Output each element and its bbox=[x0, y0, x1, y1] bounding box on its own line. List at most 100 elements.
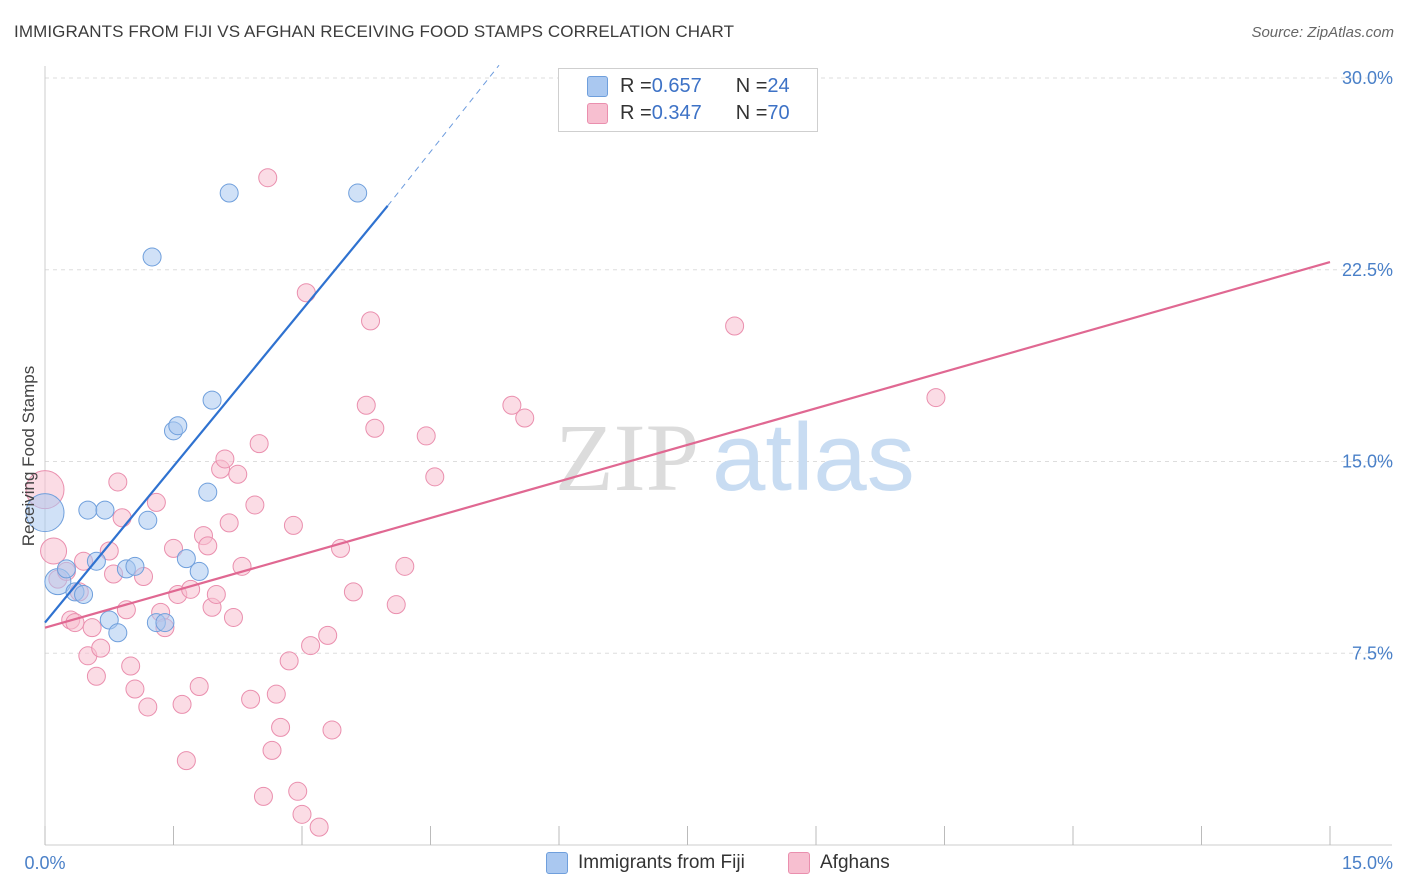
fiji-point bbox=[348, 183, 368, 203]
fiji-point bbox=[78, 500, 98, 520]
fiji-r-label: R = bbox=[620, 74, 652, 97]
afghan-point bbox=[266, 684, 286, 704]
fiji-point bbox=[138, 510, 158, 530]
legend-item-afghan: Afghans bbox=[788, 852, 890, 874]
afghan-trend-line bbox=[44, 261, 1331, 629]
afghan-point bbox=[189, 676, 209, 696]
afghan-r-value: 0.347 bbox=[651, 101, 702, 124]
afghan-point bbox=[318, 625, 338, 645]
fiji-n-value: 24 bbox=[767, 74, 790, 97]
fiji-point bbox=[155, 613, 175, 633]
afghan-point bbox=[245, 495, 265, 515]
afghan-point bbox=[40, 537, 68, 565]
afghan-point bbox=[361, 311, 381, 331]
afghan-point bbox=[223, 607, 243, 627]
afghan-point bbox=[219, 513, 239, 533]
afghan-point bbox=[322, 720, 342, 740]
afghan-point bbox=[241, 689, 261, 709]
afghan-point bbox=[164, 538, 183, 558]
afghan-point bbox=[176, 751, 196, 771]
fiji-trend-extension bbox=[387, 64, 500, 207]
y-axis-label: Receiving Food Stamps bbox=[19, 366, 38, 546]
fiji-trend-line bbox=[44, 205, 389, 624]
afghan-point bbox=[249, 434, 269, 454]
source-credit: Source: ZipAtlas.com bbox=[1251, 24, 1394, 41]
afghan-point bbox=[172, 694, 192, 714]
afghan-point bbox=[138, 697, 158, 717]
legend-item-fiji: Immigrants from Fiji bbox=[546, 852, 745, 874]
fiji-point bbox=[56, 559, 76, 579]
afghan-point bbox=[725, 316, 745, 336]
afghan-point bbox=[112, 508, 132, 528]
legend-afghan-swatch bbox=[788, 852, 810, 874]
afghan-point bbox=[356, 395, 376, 415]
y-tick-label: 15.0% bbox=[1342, 452, 1393, 472]
afghan-point bbox=[296, 283, 316, 303]
fiji-r-value: 0.657 bbox=[651, 74, 702, 97]
afghan-point bbox=[283, 515, 303, 535]
fiji-point bbox=[108, 623, 128, 643]
afghan-point bbox=[262, 740, 282, 760]
chart-title: IMMIGRANTS FROM FIJI VS AFGHAN RECEIVING… bbox=[14, 22, 735, 41]
trend-lines bbox=[44, 64, 1331, 629]
watermark-zip: ZIP bbox=[555, 404, 699, 511]
afghan-point bbox=[206, 584, 226, 604]
afghan-point bbox=[215, 449, 235, 469]
grid-lines bbox=[45, 77, 1392, 654]
afghan-point bbox=[228, 464, 248, 484]
legend-row-afghan: R = 0.347 N = 70 bbox=[587, 100, 790, 126]
fiji-point bbox=[168, 416, 188, 436]
afghan-point bbox=[91, 638, 111, 658]
fiji-point bbox=[202, 390, 222, 410]
correlation-legend: R = 0.657 N = 24 R = 0.347 N = 70 bbox=[558, 68, 818, 132]
afghan-point bbox=[121, 656, 141, 676]
afghan-point bbox=[82, 618, 102, 638]
afghan-n-value: 70 bbox=[767, 101, 790, 124]
afghan-points bbox=[25, 168, 946, 837]
afghan-point bbox=[253, 786, 273, 806]
afghan-point bbox=[515, 408, 535, 428]
fiji-point bbox=[25, 493, 65, 533]
fiji-points bbox=[25, 183, 368, 643]
afghan-point bbox=[279, 651, 299, 671]
afghan-point bbox=[288, 781, 308, 801]
fiji-point bbox=[198, 482, 218, 502]
legend-afghan-label: Afghans bbox=[820, 852, 890, 873]
afghan-point bbox=[108, 472, 128, 492]
fiji-point bbox=[95, 500, 115, 520]
fiji-swatch bbox=[587, 75, 608, 97]
y-tick-label: 22.5% bbox=[1342, 260, 1393, 280]
y-tick-label: 30.0% bbox=[1342, 68, 1393, 88]
legend-fiji-swatch bbox=[546, 852, 568, 874]
axis-labels: 7.5% 15.0% 22.5% 30.0% 0.0% 15.0% Receiving Fo… bbox=[19, 68, 1393, 873]
afghan-n-label: N = bbox=[735, 101, 768, 124]
afghan-point bbox=[258, 168, 278, 188]
afghan-point bbox=[292, 804, 312, 824]
legend-fiji-label: Immigrants from Fiji bbox=[578, 852, 745, 873]
afghan-point bbox=[86, 666, 106, 686]
afghan-point bbox=[146, 492, 166, 512]
afghan-point bbox=[125, 679, 145, 699]
afghan-point bbox=[386, 595, 406, 615]
fiji-point bbox=[125, 556, 145, 576]
fiji-point bbox=[176, 549, 196, 569]
fiji-point bbox=[142, 247, 162, 267]
afghan-point bbox=[198, 536, 218, 556]
afghan-point bbox=[425, 467, 445, 487]
afghan-point bbox=[395, 556, 415, 576]
afghan-point bbox=[99, 541, 119, 561]
afghan-point bbox=[301, 636, 321, 656]
legend-row-fiji: R = 0.657 N = 24 bbox=[587, 73, 790, 99]
afghan-point bbox=[926, 388, 946, 408]
fiji-point bbox=[189, 561, 209, 581]
afghan-point bbox=[271, 717, 291, 737]
afghan-point bbox=[365, 418, 385, 438]
fiji-point bbox=[219, 183, 239, 203]
watermark-atlas: atlas bbox=[712, 404, 915, 511]
afghan-point bbox=[502, 395, 522, 415]
x-tick-label-min: 0.0% bbox=[24, 853, 65, 873]
fiji-point bbox=[74, 584, 94, 604]
afghan-point bbox=[309, 817, 329, 837]
afghan-point bbox=[181, 579, 201, 599]
